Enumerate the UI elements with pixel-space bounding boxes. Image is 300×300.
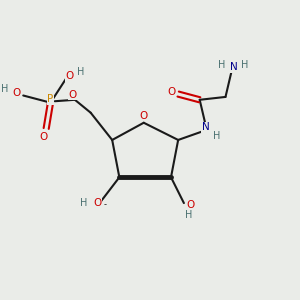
Text: H: H [1,84,8,94]
Text: H: H [213,131,220,141]
Text: N: N [230,62,237,72]
Text: O: O [168,87,176,97]
Text: H: H [218,59,225,70]
Text: O: O [186,200,194,209]
Text: -: - [103,200,106,209]
Text: P: P [47,94,54,104]
Text: H: H [80,198,87,208]
Text: H: H [77,67,84,77]
Text: H: H [241,59,249,70]
Text: O: O [93,198,101,208]
Text: O: O [140,111,148,121]
Text: O: O [66,71,74,81]
Text: O: O [12,88,20,98]
Text: H: H [185,209,193,220]
Text: O: O [40,131,48,142]
Text: N: N [202,122,209,132]
Text: O: O [68,90,77,100]
